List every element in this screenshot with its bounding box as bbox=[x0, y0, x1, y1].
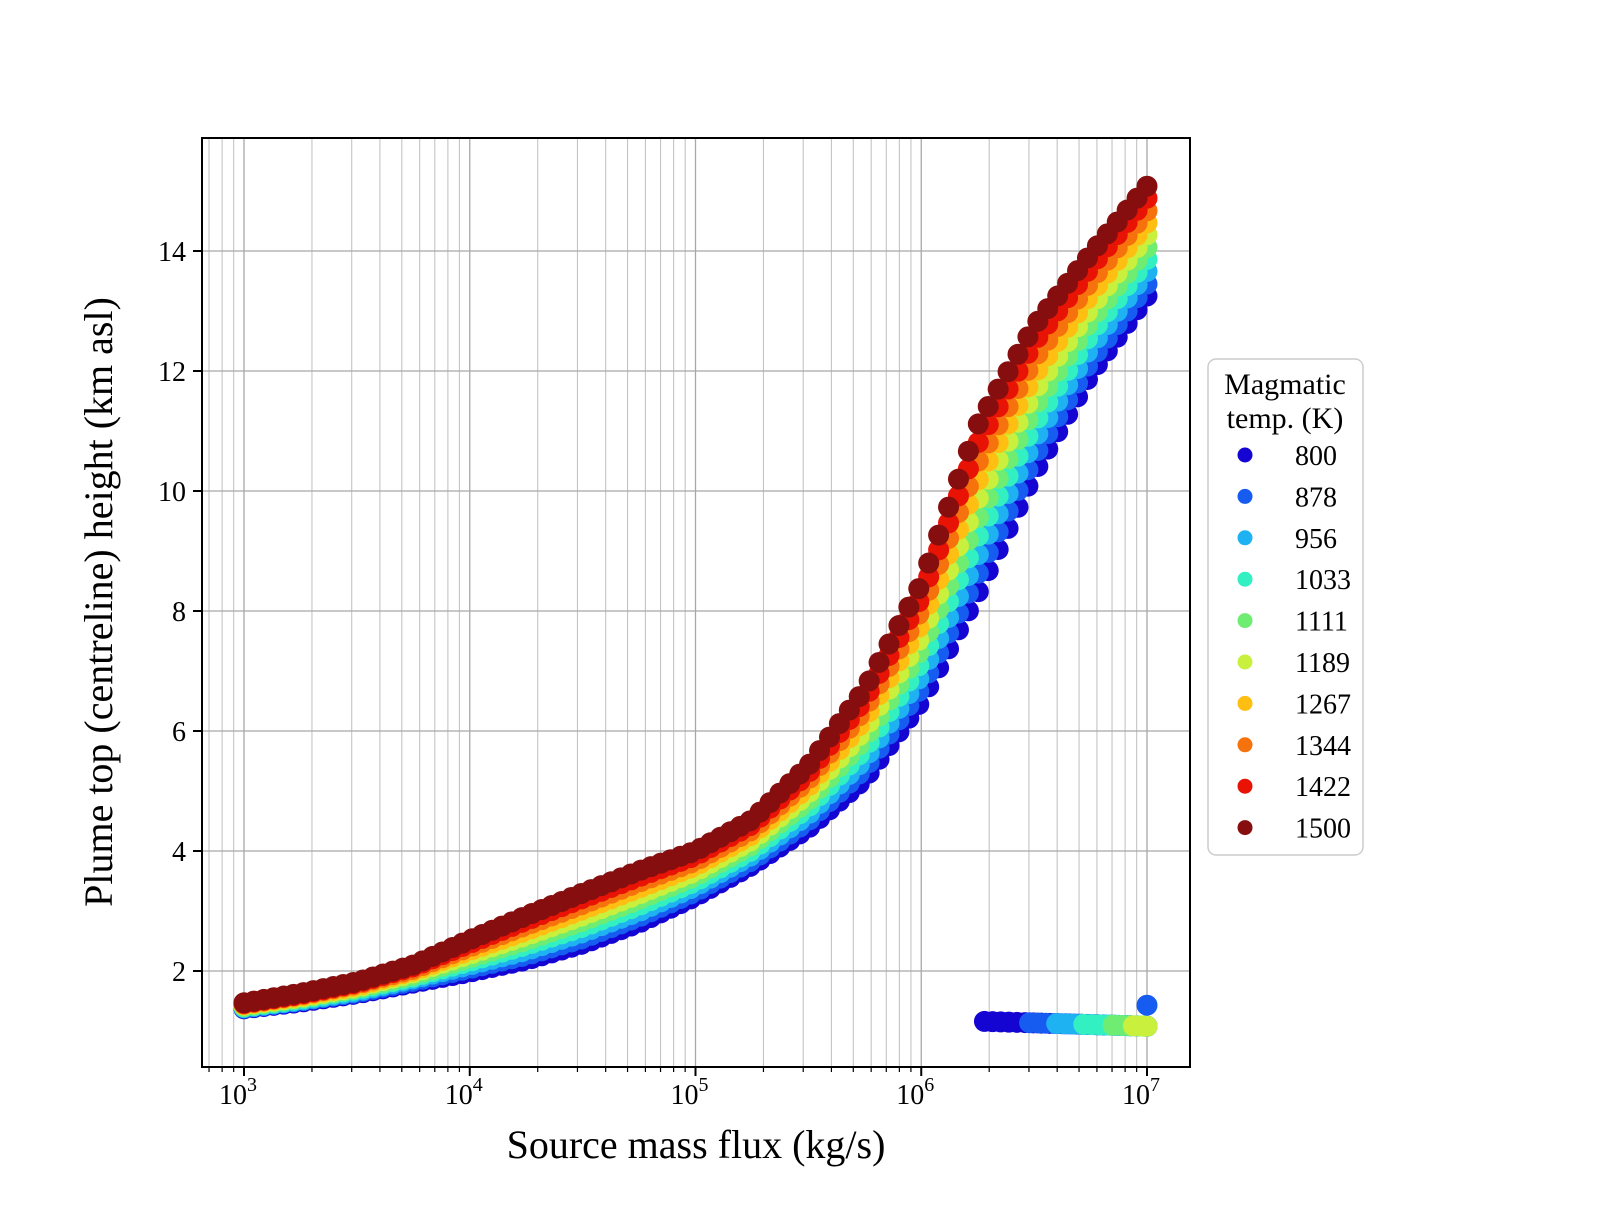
legend-label: 1422 bbox=[1295, 772, 1351, 803]
x-tick-label: 105 bbox=[671, 1074, 709, 1111]
legend-title-line2: temp. (K) bbox=[1227, 402, 1344, 435]
legend-entry-1189: 1189 bbox=[1237, 648, 1350, 679]
legend-label: 800 bbox=[1295, 441, 1337, 472]
legend-marker-icon bbox=[1237, 447, 1253, 463]
y-tick-label: 2 bbox=[172, 957, 186, 988]
legend-marker-icon bbox=[1237, 488, 1253, 504]
legend-label: 1344 bbox=[1295, 731, 1351, 762]
legend-entries: 800 878 956 1033 1111 1189 1267 1344 1422 1500 bbox=[1237, 441, 1351, 845]
x-tick-label: 106 bbox=[896, 1074, 934, 1111]
legend-marker-icon bbox=[1237, 695, 1253, 711]
legend-label: 1033 bbox=[1295, 565, 1351, 596]
legend-marker-icon bbox=[1237, 613, 1253, 629]
y-tick-label: 10 bbox=[158, 477, 186, 508]
minor-gridlines bbox=[208, 138, 1138, 1067]
legend-label: 956 bbox=[1295, 524, 1337, 555]
x-tick-label: 107 bbox=[1122, 1074, 1160, 1111]
y-tick-label: 6 bbox=[172, 717, 186, 748]
legend-marker-icon bbox=[1237, 737, 1253, 753]
legend-entry-1500: 1500 bbox=[1237, 814, 1351, 845]
x-tick-label: 103 bbox=[219, 1074, 257, 1111]
collapsed-series-1189K bbox=[1122, 1015, 1158, 1037]
legend-label: 1500 bbox=[1295, 814, 1351, 845]
scatter-data-layer bbox=[233, 175, 1158, 1037]
major-gridlines bbox=[202, 138, 1190, 1067]
legend-entry-1033: 1033 bbox=[1237, 565, 1351, 596]
legend-label: 1111 bbox=[1295, 607, 1348, 638]
legend-entry-1344: 1344 bbox=[1237, 731, 1351, 762]
series-1500K bbox=[233, 175, 1158, 1014]
legend-marker-icon bbox=[1237, 778, 1253, 794]
y-tick-label: 14 bbox=[158, 237, 186, 268]
y-tick-label: 4 bbox=[172, 837, 186, 868]
y-axis-label: Plume top (centreline) height (km asl) bbox=[76, 297, 121, 907]
legend: Magmatic temp. (K) 800 878 956 1033 1111 1189… bbox=[1207, 358, 1364, 856]
legend-entry-800: 800 bbox=[1237, 441, 1337, 472]
legend-entry-878: 878 bbox=[1237, 482, 1337, 513]
legend-marker-icon bbox=[1237, 530, 1253, 546]
legend-entry-1422: 1422 bbox=[1237, 772, 1351, 803]
legend-label: 878 bbox=[1295, 482, 1337, 513]
legend-marker-icon bbox=[1237, 654, 1253, 670]
y-tick-label: 12 bbox=[158, 357, 186, 388]
outlier-point bbox=[1136, 994, 1158, 1016]
legend-marker-icon bbox=[1237, 571, 1253, 587]
legend-entry-956: 956 bbox=[1237, 524, 1337, 555]
y-tick-label: 8 bbox=[172, 597, 186, 628]
legend-box bbox=[1207, 358, 1364, 856]
legend-title-line1: Magmatic bbox=[1224, 368, 1346, 401]
x-axis-label: Source mass flux (kg/s) bbox=[507, 1122, 886, 1167]
legend-entry-1267: 1267 bbox=[1237, 689, 1351, 720]
x-tick-label: 104 bbox=[445, 1074, 483, 1111]
legend-label: 1189 bbox=[1295, 648, 1350, 679]
legend-label: 1267 bbox=[1295, 689, 1351, 720]
axis-ticks bbox=[193, 250, 1148, 1076]
legend-marker-icon bbox=[1237, 820, 1253, 836]
legend-entry-1111: 1111 bbox=[1237, 607, 1348, 638]
